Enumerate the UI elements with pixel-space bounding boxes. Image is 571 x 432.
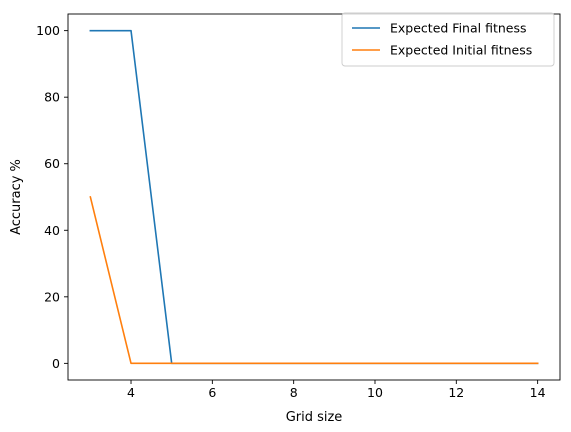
legend-label-initial: Expected Initial fitness (390, 43, 532, 58)
series-line-1 (89, 196, 539, 365)
y-tick-label: 20 (44, 289, 60, 304)
y-tick-label: 80 (44, 90, 60, 105)
y-tick-label: 60 (44, 156, 60, 171)
legend-box (341, 12, 555, 67)
x-tick-label: 4 (127, 385, 135, 400)
y-tick-label: 0 (52, 356, 60, 371)
y-axis: 0 20 40 60 80 100 (36, 23, 68, 371)
x-tick-label: 12 (448, 385, 464, 400)
x-tick-label: 10 (367, 385, 383, 400)
plot-frame (67, 13, 561, 381)
axes-layer (67, 13, 561, 381)
y-axis-label: Accuracy % (9, 159, 24, 235)
y-tick-label: 100 (36, 23, 60, 38)
plot-area (68, 14, 560, 380)
x-tick-label: 6 (208, 385, 216, 400)
x-axis: 4 6 8 10 12 14 (127, 380, 546, 400)
x-axis-label: Grid size (286, 410, 343, 425)
legend: Expected Final fitness Expected Initial … (341, 12, 555, 67)
x-tick-label: 14 (530, 385, 546, 400)
series-layer (89, 29, 539, 365)
x-tick-label: 8 (290, 385, 298, 400)
legend-label-final: Expected Final fitness (390, 21, 527, 36)
y-tick-label: 40 (44, 223, 60, 238)
